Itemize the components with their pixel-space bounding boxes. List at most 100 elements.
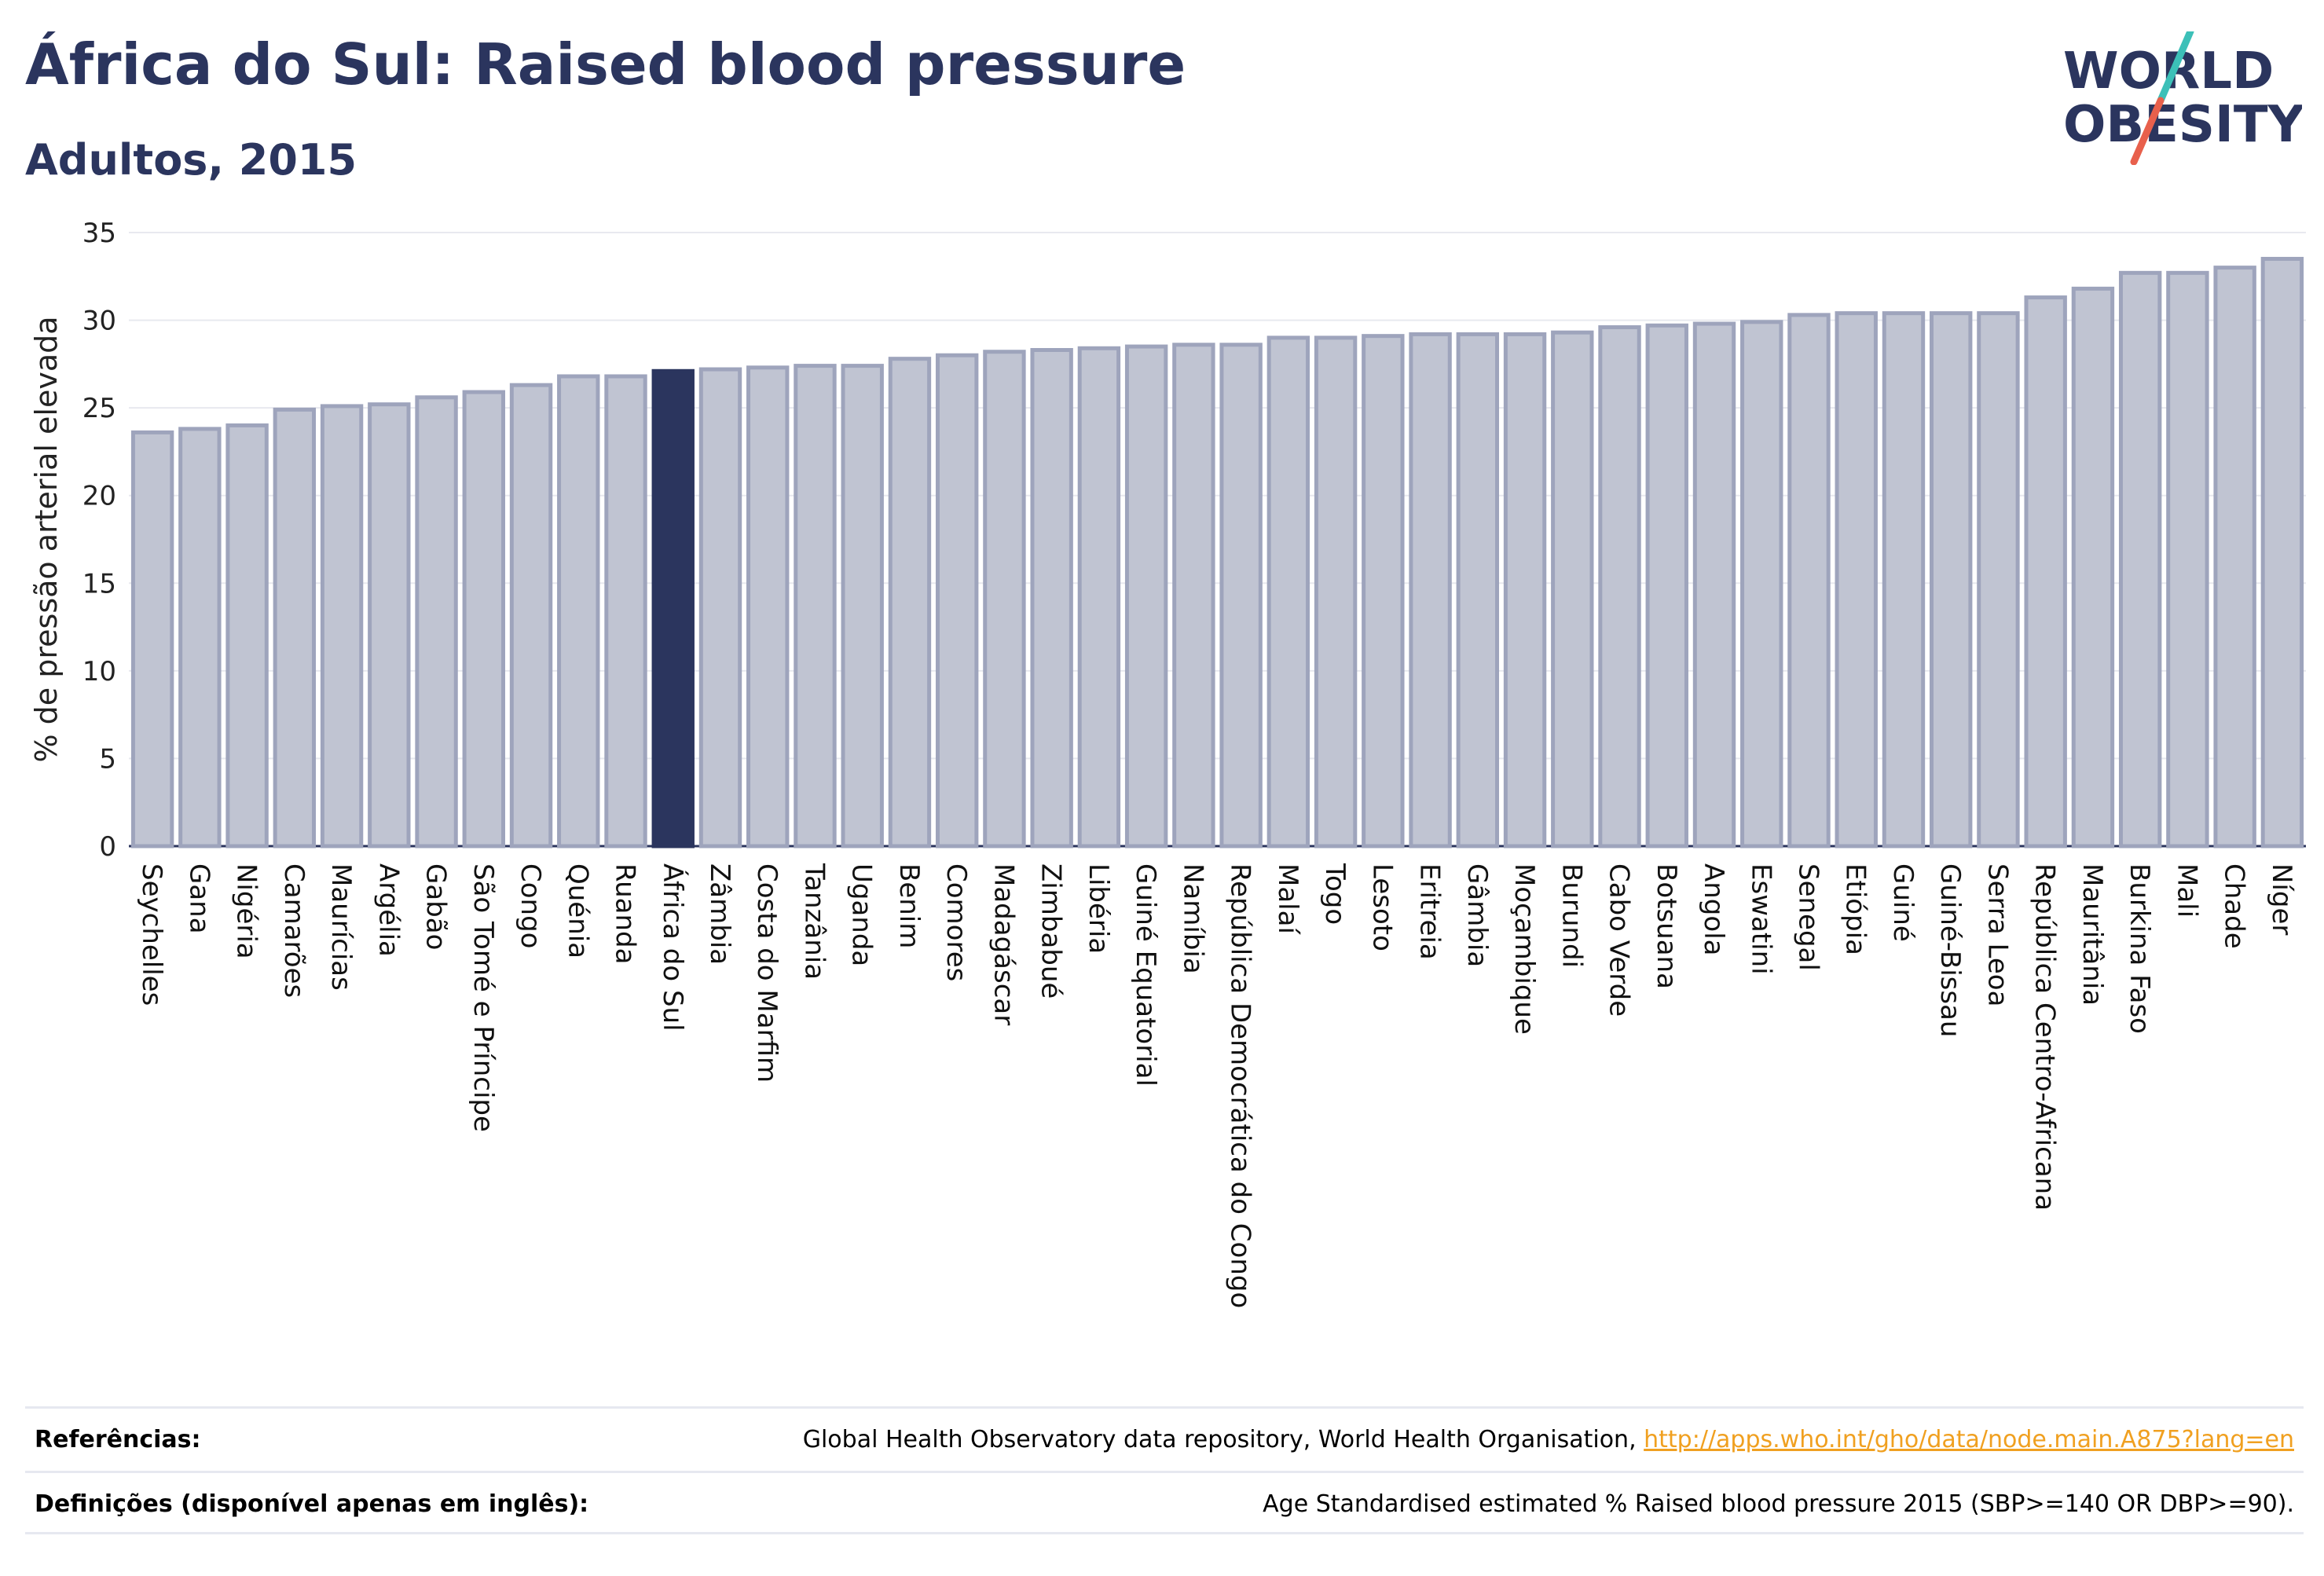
- bar: [320, 404, 364, 848]
- x-tick-label: Etiópia: [1840, 863, 1871, 955]
- references-link[interactable]: http://apps.who.int/gho/data/node.main.A…: [1644, 1426, 2294, 1453]
- x-tick-label: Gabão: [420, 863, 452, 950]
- definitions-label: Definições (disponível apenas em inglês)…: [35, 1490, 589, 1518]
- x-tick-label: Cabo Verde: [1604, 863, 1635, 1017]
- bar: [1266, 335, 1310, 848]
- x-tick-label: África do Sul: [657, 863, 689, 1032]
- bar: [2166, 270, 2209, 848]
- bar: [698, 367, 742, 848]
- logo-slash-bottom: [2130, 97, 2165, 165]
- x-tick-label: Maurícias: [325, 863, 357, 991]
- bar: [1409, 332, 1452, 848]
- x-tick-label: Angola: [1698, 863, 1729, 955]
- x-tick-label: Quénia: [562, 863, 593, 958]
- y-tick-label: 25: [82, 393, 116, 424]
- bar: [130, 430, 174, 848]
- bar: [1882, 311, 1926, 848]
- footer-divider: [25, 1532, 2304, 1534]
- x-tick-label: Eswatini: [1745, 863, 1776, 975]
- x-tick-label: República Democrática do Congo: [1225, 863, 1256, 1308]
- bar: [1977, 311, 2020, 848]
- bar: [1456, 332, 1500, 848]
- bar: [604, 374, 647, 848]
- chart-subtitle: Adultos, 2015: [25, 135, 357, 185]
- x-tick-label: Benim: [893, 863, 925, 948]
- bar: [1030, 348, 1073, 848]
- bar: [1172, 343, 1215, 848]
- definitions-text: Age Standardised estimated % Raised bloo…: [1263, 1490, 2294, 1518]
- bar: [1219, 343, 1263, 848]
- x-tick-label: Guiné: [1887, 863, 1919, 942]
- x-tick-label: Comores: [940, 863, 972, 981]
- bar: [983, 350, 1026, 848]
- bar: [368, 402, 411, 848]
- y-tick-label: 10: [82, 656, 116, 687]
- x-tick-label: Malaí: [1272, 863, 1303, 935]
- bar: [1645, 323, 1688, 848]
- bar: [1740, 320, 1783, 848]
- bar: [557, 374, 600, 848]
- bar: [273, 407, 317, 848]
- bar: [2118, 270, 2162, 848]
- x-tick-label: Mauritânia: [2077, 863, 2108, 1006]
- bar: [2071, 286, 2115, 848]
- x-tick-label: Ruanda: [610, 863, 641, 964]
- x-tick-label: Nigéria: [231, 863, 262, 959]
- definitions-row: Definições (disponível apenas em inglês)…: [25, 1471, 2304, 1534]
- x-tick-label: Zâmbia: [704, 863, 735, 965]
- x-tick-label: Argélia: [372, 863, 404, 957]
- x-tick-label: Gana: [183, 863, 214, 934]
- y-tick-label: 35: [82, 218, 116, 249]
- x-tick-label: Madagáscar: [988, 863, 1019, 1025]
- bar: [1077, 346, 1121, 848]
- x-tick-label: Moçambique: [1508, 863, 1540, 1035]
- bar: [178, 427, 222, 848]
- chart-title: África do Sul: Raised blood pressure: [25, 31, 1186, 97]
- bar: [1598, 324, 1641, 848]
- bar: [2024, 295, 2067, 848]
- bar: [1124, 344, 1168, 848]
- x-tick-label: Mali: [2171, 863, 2202, 918]
- bar: [794, 364, 837, 848]
- x-tick-label: Burkina Faso: [2124, 863, 2155, 1034]
- x-tick-label: Guiné Equatorial: [1130, 863, 1161, 1087]
- bar: [651, 368, 695, 848]
- x-tick-label: Níger: [2266, 863, 2297, 935]
- x-tick-label: Chade: [2219, 863, 2250, 949]
- bar-chart: 0 5 10 15 20 25 30 35 % de pressão arterial elev…: [29, 218, 2306, 1308]
- x-tick-label: Seychelles: [136, 863, 167, 1006]
- x-tick-label: Senegal: [1792, 863, 1824, 971]
- x-tick-label: República Centro-Africana: [2029, 863, 2061, 1211]
- x-tick-label: Costa do Marfim: [751, 863, 783, 1083]
- bar: [746, 365, 790, 848]
- x-tick-label: São Tomé e Príncipe: [467, 863, 499, 1132]
- bar: [415, 395, 458, 848]
- x-tick-label: Zimbabué: [1036, 863, 1067, 999]
- bar: [1787, 313, 1831, 848]
- x-tick-label: Eritreia: [1414, 863, 1446, 960]
- references-label: Referências:: [35, 1426, 201, 1453]
- bar: [2213, 266, 2256, 848]
- x-tick-label: Libéria: [1083, 863, 1114, 954]
- x-tick-label: Gâmbia: [1461, 863, 1493, 967]
- bar: [888, 357, 932, 848]
- bar: [1692, 321, 1736, 848]
- x-tick-label: Botsuana: [1651, 863, 1682, 989]
- bar: [462, 390, 505, 848]
- logo-slash-top: [2157, 31, 2194, 104]
- x-tick-label: Camarões: [278, 863, 310, 998]
- x-tick-label: Tanzânia: [798, 863, 830, 980]
- bar: [841, 364, 884, 848]
- y-tick-label: 30: [82, 306, 116, 337]
- y-axis-label: % de pressão arterial elevada: [29, 316, 64, 762]
- x-tick-label: Uganda: [846, 863, 878, 966]
- x-tick-label: Togo: [1319, 863, 1351, 925]
- world-obesity-logo: WORLD OBESITY: [2063, 31, 2302, 165]
- references-row: Referências: Global Health Observatory d…: [25, 1406, 2304, 1470]
- logo-line2: OBESITY: [2063, 96, 2302, 154]
- x-tick-label: Congo: [515, 863, 546, 948]
- y-tick-label: 0: [99, 831, 116, 863]
- bar: [1314, 335, 1358, 848]
- bar: [2260, 256, 2304, 848]
- y-tick-label: 5: [99, 743, 116, 775]
